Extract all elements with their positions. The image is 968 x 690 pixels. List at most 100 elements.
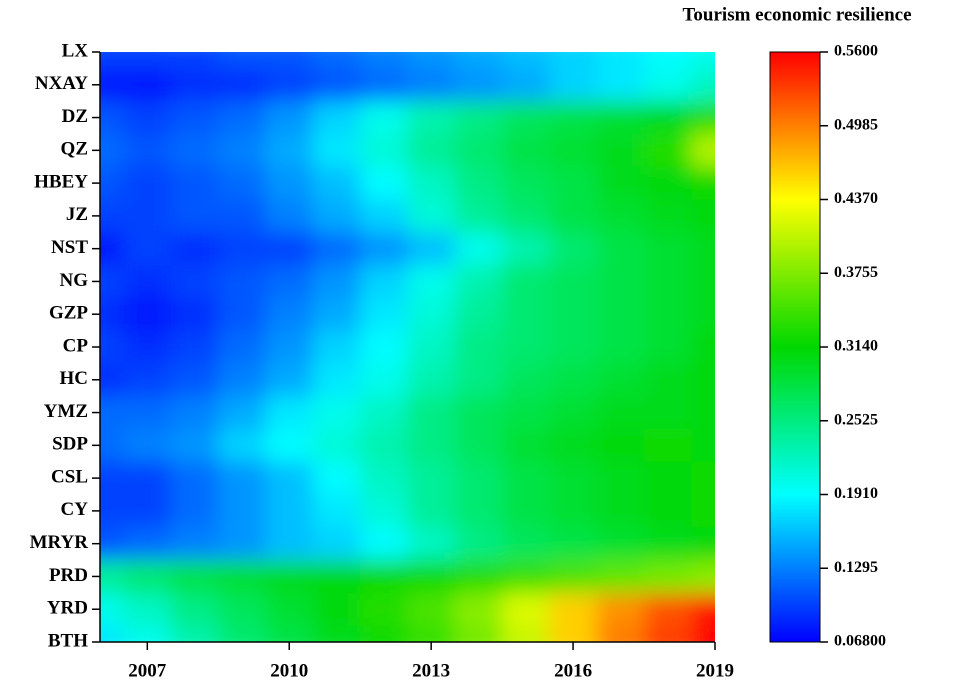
heatmap-cell	[691, 461, 715, 496]
heatmap-cell	[360, 68, 409, 102]
heatmap-cell	[218, 592, 267, 627]
heatmap-cell	[100, 297, 125, 332]
heatmap-cell	[100, 560, 125, 594]
heatmap-cell	[502, 297, 551, 332]
heatmap-cell	[407, 297, 456, 332]
heatmap-cell	[691, 494, 715, 528]
heatmap-cell	[170, 625, 219, 642]
heatmap-cell	[100, 265, 125, 299]
heatmap-cell	[100, 527, 125, 561]
heatmap-cells	[100, 52, 715, 642]
heatmap-cell	[596, 101, 645, 135]
heatmap-cell	[454, 363, 503, 397]
heatmap-cell	[218, 330, 267, 364]
heatmap-cell	[265, 625, 314, 642]
heatmap-cell	[691, 625, 715, 642]
y-tick-label: HBEY	[34, 171, 88, 192]
heatmap-cell	[454, 68, 503, 102]
heatmap-cell	[596, 166, 645, 201]
heatmap-cell	[596, 494, 645, 528]
heatmap-cell	[644, 232, 692, 266]
heatmap-cell	[123, 297, 172, 332]
heatmap-cell	[596, 625, 645, 642]
heatmap-cell	[407, 166, 456, 201]
heatmap-cell	[123, 330, 172, 364]
heatmap-cell	[312, 527, 361, 561]
heatmap-cell	[360, 494, 409, 528]
heatmap-cell	[265, 232, 314, 266]
heatmap-cell	[407, 265, 456, 299]
heatmap-cell	[596, 133, 645, 168]
heatmap-cell	[218, 265, 267, 299]
heatmap-cell	[454, 232, 503, 266]
heatmap-cell	[123, 363, 172, 397]
heatmap-cell	[407, 330, 456, 364]
heatmap-cell	[170, 68, 219, 102]
heatmap-cell	[549, 133, 598, 168]
heatmap-cell	[100, 232, 125, 266]
heatmap-cell	[644, 625, 692, 642]
heatmap-cell	[549, 297, 598, 332]
heatmap-cell	[407, 133, 456, 168]
heatmap-cell	[454, 396, 503, 430]
heatmap-cell	[549, 101, 598, 135]
heatmap-cell	[360, 330, 409, 364]
heatmap-cell	[100, 494, 125, 528]
heatmap-cell	[265, 68, 314, 102]
heatmap-cell	[454, 101, 503, 135]
heatmap-cell	[502, 133, 551, 168]
heatmap-cell	[596, 199, 645, 233]
colorbar-tick-label: 0.4985	[834, 116, 878, 133]
heatmap-cell	[644, 363, 692, 397]
heatmap-cell	[123, 396, 172, 430]
heatmap-cell	[596, 527, 645, 561]
y-tick-label: YMZ	[44, 401, 88, 422]
heatmap-cell	[407, 625, 456, 642]
y-tick-label: NST	[51, 237, 88, 258]
heatmap-cell	[644, 101, 692, 135]
heatmap-cell	[407, 592, 456, 627]
heatmap-cell	[312, 166, 361, 201]
heatmap-cell	[502, 428, 551, 463]
heatmap-cell	[360, 527, 409, 561]
heatmap-cell	[312, 101, 361, 135]
heatmap-cell	[218, 461, 267, 496]
heatmap-cell	[549, 461, 598, 496]
heatmap-cell	[407, 68, 456, 102]
heatmap-cell	[691, 166, 715, 201]
heatmap-cell	[265, 199, 314, 233]
y-tick-label: MRYR	[30, 532, 89, 553]
heatmap-cell	[100, 428, 125, 463]
heatmap-cell	[218, 166, 267, 201]
heatmap-cell	[502, 265, 551, 299]
heatmap-cell	[170, 461, 219, 496]
heatmap-cell	[596, 232, 645, 266]
heatmap-cell	[312, 330, 361, 364]
heatmap-cell	[644, 494, 692, 528]
heatmap-cell	[691, 199, 715, 233]
heatmap-cell	[644, 428, 692, 463]
heatmap-cell	[644, 133, 692, 168]
heatmap-cell	[360, 592, 409, 627]
heatmap-cell	[502, 527, 551, 561]
heatmap-cell	[407, 560, 456, 594]
y-tick-label: HC	[60, 368, 89, 389]
heatmap-cell	[312, 494, 361, 528]
heatmap-cell	[100, 396, 125, 430]
heatmap-cell	[454, 560, 503, 594]
y-tick-label: YRD	[47, 598, 88, 619]
heatmap-cell	[549, 396, 598, 430]
heatmap-cell	[218, 68, 267, 102]
heatmap-cell	[123, 527, 172, 561]
heatmap-cell	[100, 461, 125, 496]
heatmap-cell	[644, 265, 692, 299]
heatmap-cell	[123, 68, 172, 102]
heatmap-cell	[549, 527, 598, 561]
heatmap-cell	[100, 363, 125, 397]
heatmap-cell	[218, 52, 267, 69]
heatmap-cell	[265, 461, 314, 496]
heatmap-cell	[100, 199, 125, 233]
heatmap-cell	[596, 428, 645, 463]
heatmap-cell	[265, 363, 314, 397]
heatmap-cell	[218, 133, 267, 168]
